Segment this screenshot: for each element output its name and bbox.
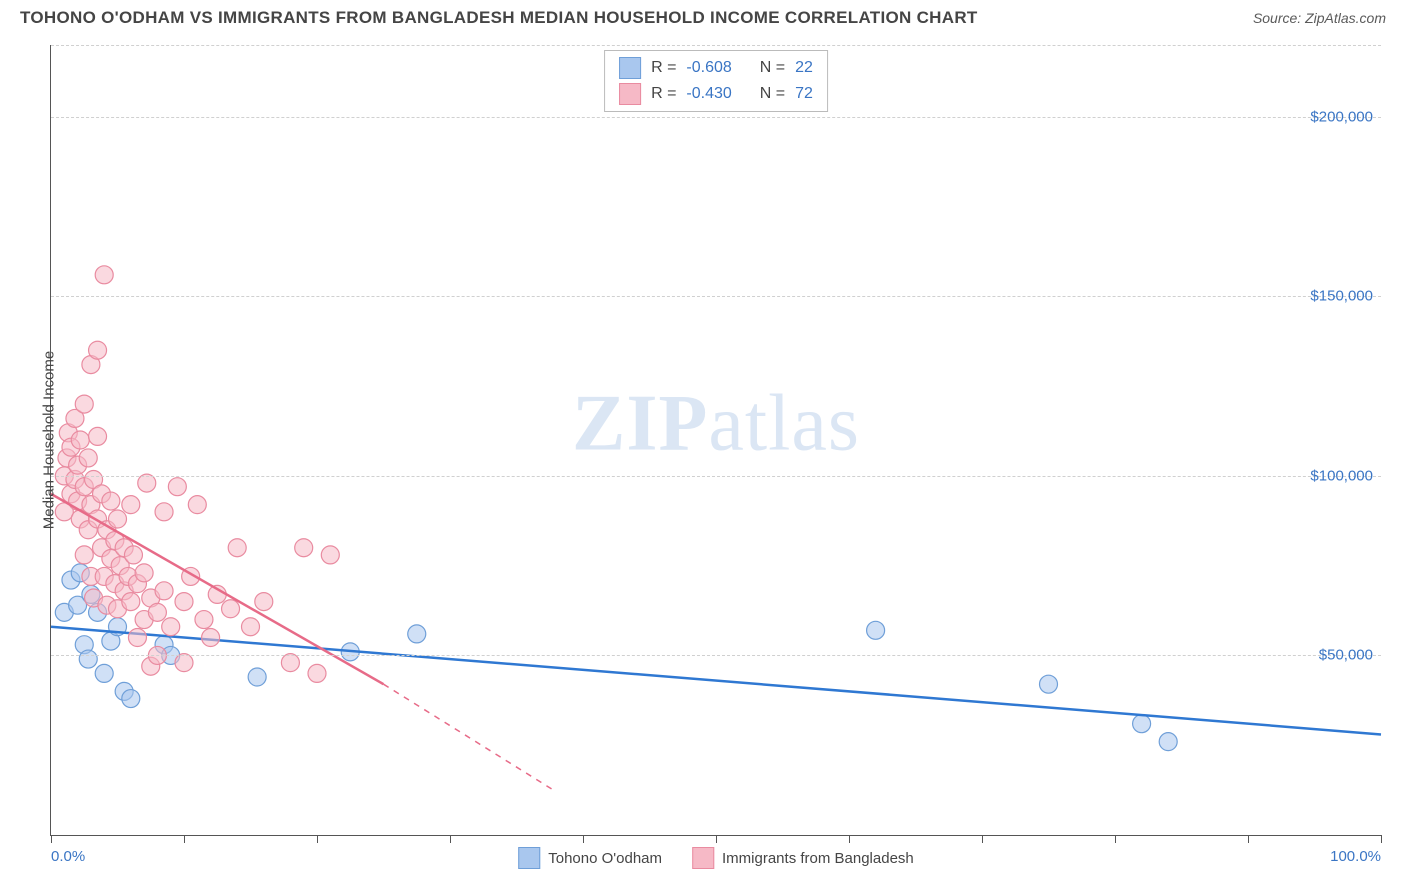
legend-item-a: Tohono O'odham: [518, 847, 662, 869]
scatter-point: [89, 427, 107, 445]
scatter-point: [109, 510, 127, 528]
y-tick-label: $150,000: [1310, 288, 1373, 305]
scatter-point: [867, 621, 885, 639]
y-tick-label: $50,000: [1319, 647, 1373, 664]
scatter-point: [202, 629, 220, 647]
scatter-point: [242, 618, 260, 636]
scatter-point: [95, 664, 113, 682]
scatter-point: [175, 593, 193, 611]
scatter-point: [168, 478, 186, 496]
stats-row-a: R = -0.608 N = 22: [619, 55, 813, 81]
correlation-stats-box: R = -0.608 N = 22 R = -0.430 N = 72: [604, 50, 828, 112]
legend-swatch-b: [692, 847, 714, 869]
scatter-point: [122, 690, 140, 708]
scatter-point: [228, 539, 246, 557]
chart-title: TOHONO O'ODHAM VS IMMIGRANTS FROM BANGLA…: [20, 8, 978, 28]
source-attribution: Source: ZipAtlas.com: [1253, 10, 1386, 26]
y-tick-label: $100,000: [1310, 467, 1373, 484]
scatter-point: [1159, 733, 1177, 751]
scatter-point: [188, 496, 206, 514]
scatter-point: [102, 492, 120, 510]
plot-area: ZIPatlas R = -0.608 N = 22 R = -0.430 N …: [50, 45, 1381, 836]
y-axis-title: Median Household Income: [41, 351, 58, 529]
scatter-point: [255, 593, 273, 611]
scatter-svg: [51, 45, 1381, 835]
scatter-point: [122, 496, 140, 514]
scatter-point: [408, 625, 426, 643]
scatter-point: [79, 650, 97, 668]
scatter-point: [75, 395, 93, 413]
legend-swatch-a: [518, 847, 540, 869]
scatter-point: [1133, 715, 1151, 733]
scatter-point: [71, 431, 89, 449]
scatter-point: [89, 341, 107, 359]
scatter-point: [308, 664, 326, 682]
scatter-point: [124, 546, 142, 564]
scatter-point: [248, 668, 266, 686]
scatter-point: [155, 582, 173, 600]
scatter-point: [79, 449, 97, 467]
scatter-point: [222, 600, 240, 618]
scatter-point: [95, 266, 113, 284]
scatter-point: [1040, 675, 1058, 693]
y-tick-label: $200,000: [1310, 108, 1373, 125]
legend-item-b: Immigrants from Bangladesh: [692, 847, 914, 869]
trend-line-extrapolated: [384, 684, 557, 792]
scatter-point: [75, 546, 93, 564]
scatter-point: [295, 539, 313, 557]
swatch-a: [619, 57, 641, 79]
bottom-legend: Tohono O'odham Immigrants from Banglades…: [518, 847, 914, 869]
scatter-point: [162, 618, 180, 636]
scatter-point: [135, 564, 153, 582]
scatter-point: [155, 503, 173, 521]
scatter-point: [195, 611, 213, 629]
scatter-point: [128, 629, 146, 647]
scatter-point: [321, 546, 339, 564]
x-tick-label: 0.0%: [51, 848, 85, 865]
scatter-point: [122, 593, 140, 611]
x-tick-label: 100.0%: [1330, 848, 1381, 865]
scatter-point: [148, 603, 166, 621]
stats-row-b: R = -0.430 N = 72: [619, 81, 813, 107]
swatch-b: [619, 83, 641, 105]
